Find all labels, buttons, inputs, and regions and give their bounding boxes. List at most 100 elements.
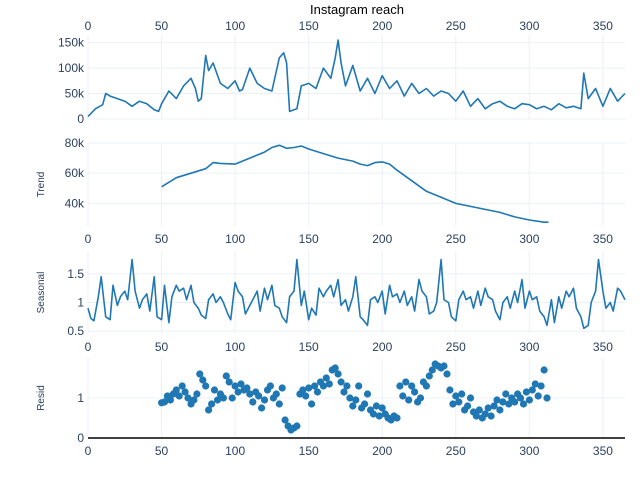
x-tick-label: 200 xyxy=(372,444,392,458)
data-point xyxy=(249,398,257,406)
data-point xyxy=(466,394,475,402)
data-point xyxy=(402,378,410,386)
panel-resid: 0 50 100 150 200 250 300 350 0 1 Resid xyxy=(36,358,625,458)
x-tick-label: 150 xyxy=(299,232,319,246)
x-tick-label: 100 xyxy=(225,340,245,354)
data-point xyxy=(455,398,463,406)
data-point xyxy=(325,380,333,388)
y-tick-label: 1.5 xyxy=(67,267,84,281)
data-point xyxy=(458,390,466,398)
data-point xyxy=(272,390,280,398)
data-point xyxy=(487,412,495,420)
data-point xyxy=(416,394,425,402)
data-point xyxy=(443,370,451,378)
panel-reach: 0 50 100 150 200 250 300 350 0 50k 100k 150k xyxy=(58,19,626,126)
x-tick-label: 50 xyxy=(155,19,169,33)
data-point xyxy=(281,416,289,424)
data-point xyxy=(334,370,342,378)
data-point xyxy=(305,384,313,392)
data-point xyxy=(446,386,454,394)
data-point xyxy=(464,402,472,410)
data-point xyxy=(246,390,254,398)
data-point xyxy=(378,404,386,412)
data-point xyxy=(425,372,433,380)
data-point xyxy=(537,382,545,390)
data-point xyxy=(311,382,319,390)
data-point xyxy=(166,396,174,404)
data-point xyxy=(331,364,339,372)
data-point xyxy=(411,388,419,396)
data-point xyxy=(237,380,245,388)
y-tick-label: 0 xyxy=(77,431,84,445)
data-point xyxy=(355,382,363,390)
y-axis-title: Resid xyxy=(36,385,47,411)
data-point xyxy=(396,382,404,390)
x-tick-label: 300 xyxy=(519,19,539,33)
data-point xyxy=(175,392,183,400)
x-tick-label: 350 xyxy=(593,340,613,354)
x-tick-label: 300 xyxy=(519,444,539,458)
x-tick-label: 200 xyxy=(372,19,392,33)
chart-title: Instagram reach xyxy=(310,2,404,17)
data-point xyxy=(208,400,216,408)
data-point xyxy=(440,362,448,370)
data-point xyxy=(278,384,286,392)
data-point xyxy=(363,390,372,398)
data-point xyxy=(511,398,519,406)
data-point xyxy=(302,392,310,400)
data-point xyxy=(293,422,301,430)
data-point xyxy=(319,382,327,390)
x-tick-label: 300 xyxy=(519,340,539,354)
y-tick-label: 0.5 xyxy=(67,324,84,338)
x-tick-label: 250 xyxy=(446,19,466,33)
data-point xyxy=(181,388,189,396)
data-point xyxy=(299,386,307,394)
data-point xyxy=(525,396,534,404)
x-tick-label: 50 xyxy=(155,340,169,354)
series-line-trend xyxy=(161,144,549,223)
data-point xyxy=(308,400,316,408)
data-point xyxy=(475,406,483,414)
data-point xyxy=(428,366,436,374)
data-point xyxy=(275,400,283,408)
data-point xyxy=(408,382,416,390)
y-tick-label: 60k xyxy=(65,166,85,180)
y-axis-title: Seasonal xyxy=(36,272,47,314)
x-tick-label: 250 xyxy=(446,232,466,246)
y-tick-label: 40k xyxy=(65,196,85,210)
y-tick-label: 50k xyxy=(65,87,85,101)
data-point xyxy=(243,384,251,392)
data-point xyxy=(266,382,274,390)
data-point xyxy=(258,404,266,412)
data-point xyxy=(178,382,186,390)
data-point xyxy=(343,382,351,390)
data-point xyxy=(372,402,380,410)
data-point xyxy=(484,404,492,412)
data-point xyxy=(405,396,413,404)
y-tick-label: 0 xyxy=(77,112,84,126)
data-point xyxy=(449,400,457,408)
data-point xyxy=(313,388,322,396)
data-point xyxy=(352,396,360,404)
data-point xyxy=(481,410,489,418)
data-point xyxy=(493,396,501,404)
data-point xyxy=(375,412,383,420)
data-point xyxy=(369,410,377,418)
data-point xyxy=(531,380,539,388)
x-tick-label: 200 xyxy=(372,232,392,246)
data-point xyxy=(193,390,201,398)
panel-trend: 0 50 100 150 200 250 300 350 40k 60k 80k Trend xyxy=(36,136,625,246)
y-tick-label: 150k xyxy=(58,36,85,50)
data-point xyxy=(393,414,401,422)
data-point xyxy=(222,372,230,380)
x-tick-label: 0 xyxy=(85,19,92,33)
data-point xyxy=(225,378,233,386)
y-tick-label: 1 xyxy=(77,296,84,310)
x-tick-label: 100 xyxy=(225,232,245,246)
data-point xyxy=(522,388,531,396)
data-point xyxy=(260,396,269,404)
x-tick-label: 250 xyxy=(446,444,466,458)
x-tick-label: 250 xyxy=(446,340,466,354)
data-point xyxy=(528,386,536,394)
